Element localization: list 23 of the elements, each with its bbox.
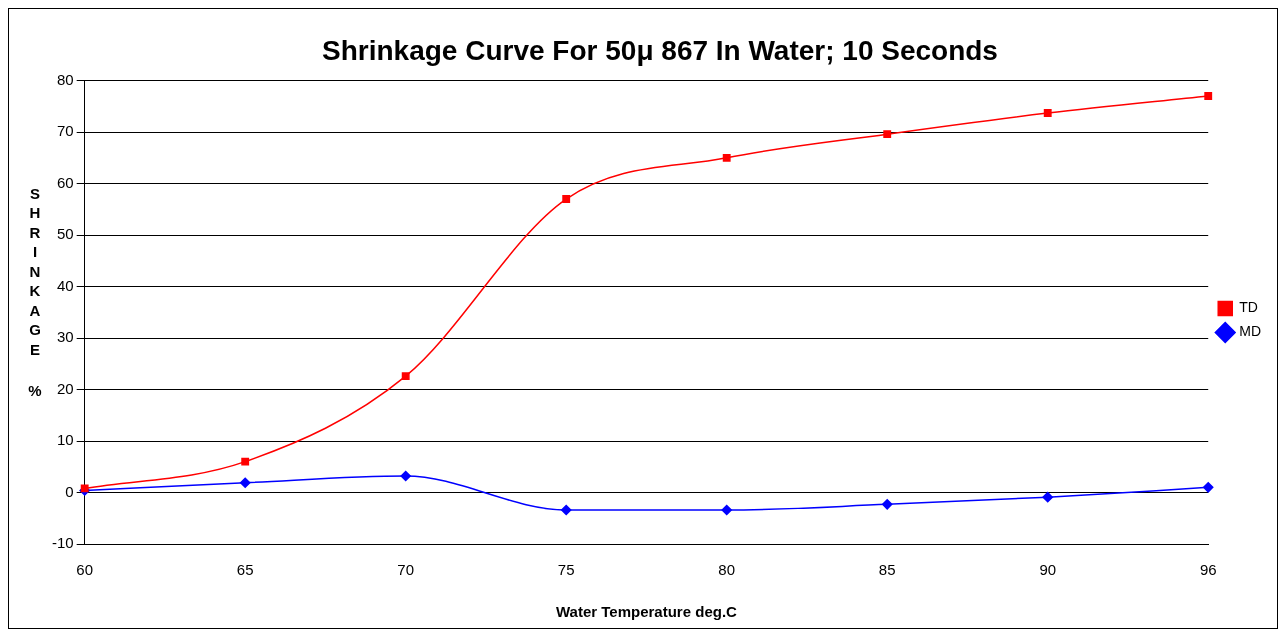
x-tick-label: 70 [397,561,415,579]
y-tick-label: 0 [65,482,74,500]
x-tick-label: 85 [878,561,896,579]
legend-label: TD [1239,299,1258,316]
y-tick-label: 80 [56,70,74,88]
y-tick-label: 60 [56,173,74,191]
x-tick-label: 80 [718,561,736,579]
x-axis-title: Water Temperature deg.C [556,603,738,621]
y-tick-label: 30 [56,328,74,346]
y-tick-label: 40 [56,276,74,294]
y-tick-label: 10 [56,431,74,449]
y-tick-label: 70 [56,122,74,140]
y-tick-label: 50 [56,225,74,243]
chart-title: Shrinkage Curve For 50μ 867 In Water; 10 Seconds [322,34,998,66]
x-tick-label: 90 [1039,561,1057,579]
x-tick-label: 75 [557,561,575,579]
text: SHRINKAGE % [28,184,42,400]
y-tick-label: -10 [51,534,74,552]
x-tick-label: 96 [1199,561,1217,579]
legend-label: MD [1239,323,1262,340]
x-tick-label: 65 [236,561,254,579]
x-tick-label: 60 [76,561,94,579]
y-tick-label: 20 [56,379,74,397]
